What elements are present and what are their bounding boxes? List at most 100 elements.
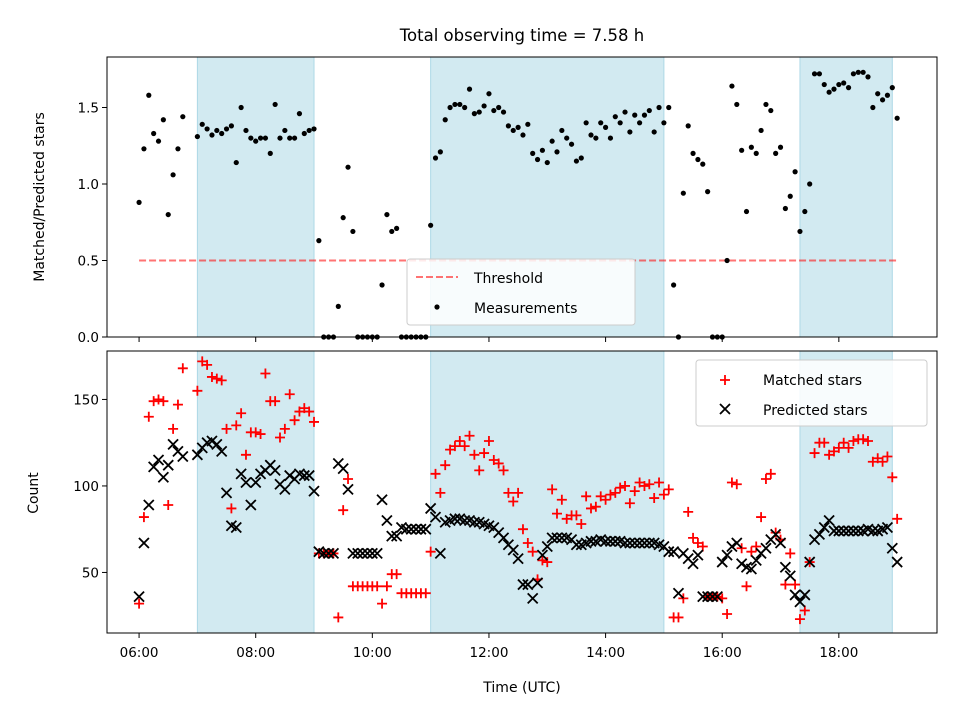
x-tick-label: 18:00 — [819, 645, 858, 661]
measurement-point — [680, 190, 686, 196]
matched-star-point — [785, 548, 796, 559]
predicted-star-point — [220, 487, 233, 499]
measurement-point — [389, 228, 395, 235]
measurement-point — [394, 225, 400, 231]
matched-star-point — [192, 385, 203, 396]
predicted-star-point — [750, 554, 762, 566]
measurement-point — [777, 144, 784, 150]
matched-star-point — [459, 441, 470, 452]
top-shaded-interval — [196, 56, 315, 338]
measurement-point — [607, 135, 614, 141]
bottom-panel: 50 100 150 06:00 08:00 10:00 12:00 14:00 16:00 18… — [73, 350, 938, 661]
matched-star-point — [843, 442, 854, 453]
matched-star-point — [163, 499, 174, 510]
matched-star-point — [551, 508, 562, 519]
measurement-point — [811, 71, 818, 77]
predicted-star-point — [138, 537, 150, 549]
measurement-point — [214, 127, 220, 134]
measurement-point — [223, 126, 230, 132]
matched-star-point — [736, 543, 747, 554]
measurement-point — [850, 71, 857, 77]
predicted-star-point — [342, 483, 354, 496]
matched-star-point — [615, 482, 626, 493]
predicted-star-point — [760, 542, 772, 554]
predicted-star-point — [556, 532, 568, 544]
matched-star-point — [304, 406, 315, 417]
predicted-star-point — [327, 547, 340, 560]
predicted-star-point — [167, 438, 179, 451]
measurement-point — [841, 80, 847, 86]
matched-star-point — [206, 371, 217, 382]
predicted-star-point — [517, 578, 529, 591]
matched-star-point — [741, 581, 752, 592]
matched-star-point — [474, 465, 485, 476]
matched-star-point — [333, 612, 344, 623]
measurement-point — [612, 114, 618, 120]
measurement-point — [636, 120, 643, 126]
top-y-tick-label: 1.0 — [78, 177, 99, 193]
measurement-point — [734, 101, 740, 108]
predicted-star-point — [459, 514, 471, 527]
predicted-star-point — [429, 511, 442, 523]
measurement-point — [573, 158, 580, 164]
predicted-star-point — [736, 558, 748, 570]
matched-star-point — [887, 472, 898, 483]
measurement-point — [583, 120, 589, 126]
legend-predicted-label: Predicted stars — [763, 403, 868, 419]
measurement-point — [199, 121, 205, 127]
predicted-star-point — [133, 591, 145, 603]
top-legend: Threshold Measurements — [406, 258, 636, 326]
predicted-star-point — [867, 525, 879, 537]
measurement-point — [282, 127, 288, 134]
bottom-y-axis-label: Count — [26, 472, 42, 514]
matched-star-point — [279, 423, 290, 434]
matched-star-point — [270, 396, 281, 407]
measurement-point — [826, 89, 832, 95]
measurement-point — [180, 114, 186, 120]
matched-star-point — [498, 465, 509, 476]
measurement-point — [194, 133, 200, 140]
matched-star-point — [158, 396, 169, 407]
top-shaded-interval — [799, 56, 893, 338]
matched-star-point — [250, 427, 261, 438]
matched-star-point — [765, 468, 776, 479]
predicted-star-point — [784, 570, 796, 582]
measurement-point — [277, 135, 283, 141]
matched-star-point — [799, 605, 810, 616]
measurement-point — [296, 111, 303, 117]
measurement-point — [491, 107, 497, 114]
predicted-star-point — [211, 438, 223, 451]
matched-star-point — [381, 581, 392, 592]
predicted-star-point — [157, 471, 170, 483]
matched-star-point — [425, 546, 436, 557]
predicted-star-point — [687, 558, 699, 570]
measurement-point — [534, 156, 541, 163]
predicted-star-point — [692, 549, 704, 561]
predicted-star-point — [507, 544, 519, 556]
predicted-star-point — [706, 591, 719, 603]
matched-star-point — [284, 389, 295, 400]
measurement-point — [787, 193, 793, 199]
measurement-point — [345, 164, 351, 170]
predicted-star-point — [420, 523, 432, 535]
measurement-point — [544, 159, 550, 166]
matched-star-point — [343, 474, 354, 485]
measurement-point — [559, 127, 565, 134]
measurement-point — [879, 97, 886, 103]
matched-star-point — [780, 579, 791, 590]
measurement-point — [860, 69, 866, 75]
predicted-star-point — [434, 547, 446, 560]
predicted-star-point — [745, 563, 758, 575]
measurement-point — [272, 101, 278, 108]
measurement-point — [301, 130, 307, 137]
measurement-point — [238, 104, 244, 111]
predicted-star-point — [143, 499, 155, 511]
matched-star-point — [508, 496, 519, 507]
matched-star-point — [877, 456, 888, 467]
measurement-point — [452, 101, 458, 108]
predicted-star-point — [230, 521, 242, 534]
predicted-star-point — [366, 547, 378, 560]
bottom-y-tick-label: 150 — [73, 392, 99, 408]
matched-star-point — [153, 394, 164, 405]
measurement-point — [782, 205, 788, 212]
